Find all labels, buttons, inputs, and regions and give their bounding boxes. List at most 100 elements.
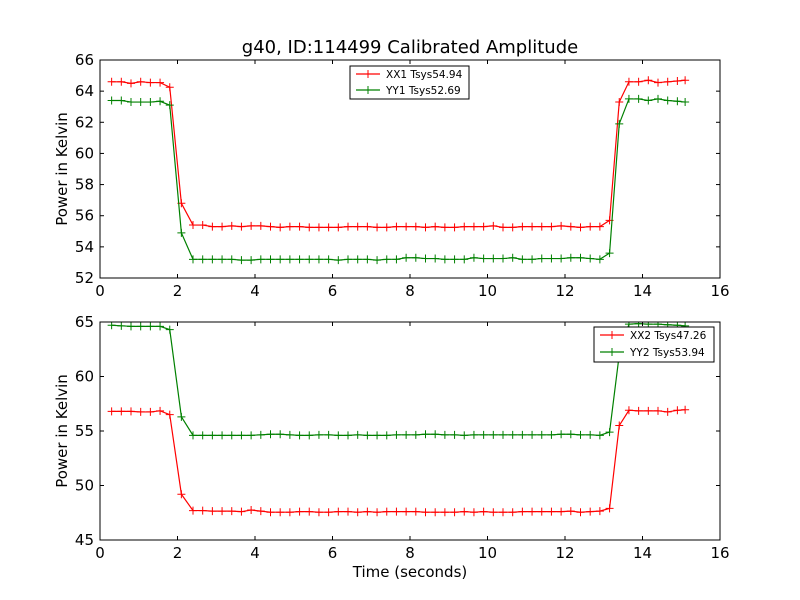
- data-point: [344, 431, 352, 440]
- data-point: [489, 254, 498, 263]
- data-point: [431, 222, 440, 231]
- data-point: [681, 98, 690, 107]
- data-point: [557, 221, 566, 230]
- data-point: [177, 228, 186, 237]
- legend-box-2: [593, 326, 715, 363]
- data-point: [654, 94, 662, 103]
- data-point: [127, 79, 135, 88]
- data-point: [615, 421, 624, 430]
- data-point: [363, 431, 372, 440]
- data-point: [537, 507, 546, 516]
- data-point: [402, 253, 411, 262]
- data-point: [136, 77, 145, 86]
- data-point: [508, 508, 517, 517]
- data-point: [127, 322, 135, 331]
- y-tick-label: 60: [75, 144, 94, 162]
- data-point: [460, 255, 469, 264]
- data-point: [566, 253, 575, 262]
- data-point: [117, 407, 126, 416]
- data-point: [460, 431, 469, 440]
- legend-1: XX1 Tsys54.94 YY1 Tsys52.69: [349, 65, 470, 100]
- data-point: [518, 255, 527, 264]
- ticks-1: 0 2 4 6 8 10 12 14 16 52 54 56 58 60 62 64 66: [75, 51, 730, 300]
- data-point: [156, 322, 165, 331]
- data-point: [489, 221, 498, 230]
- data-point: [218, 431, 227, 440]
- data-point: [373, 508, 382, 517]
- data-point: [208, 255, 217, 264]
- data-point: [663, 77, 672, 86]
- data-point: [402, 507, 411, 516]
- x-tick-label: 4: [250, 282, 260, 300]
- data-point: [266, 255, 275, 264]
- data-point: [334, 256, 343, 265]
- data-point: [107, 96, 116, 105]
- data-point: [479, 222, 488, 231]
- x-tick-label: 8: [405, 544, 415, 562]
- y-tick-label: 58: [75, 176, 94, 194]
- data-point: [547, 430, 556, 439]
- data-point: [499, 430, 507, 439]
- data-point: [314, 508, 323, 517]
- legend-label: YY1 Tsys52.69: [385, 85, 461, 97]
- data-point: [305, 431, 314, 440]
- data-point: [440, 430, 449, 439]
- data-point: [344, 222, 352, 231]
- data-point: [537, 222, 546, 231]
- data-point: [411, 430, 420, 439]
- data-point: [189, 431, 197, 440]
- data-point: [566, 430, 575, 439]
- data-point: [624, 406, 633, 415]
- data-point: [344, 255, 352, 264]
- y-axis-label-2: Power in Kelvin: [53, 374, 71, 488]
- data-point: [177, 490, 186, 499]
- x-tick-label: 8: [405, 282, 415, 300]
- data-point: [146, 407, 155, 416]
- data-point: [605, 249, 614, 258]
- data-point: [266, 430, 275, 439]
- data-point: [285, 255, 294, 264]
- data-point: [673, 77, 682, 86]
- x-tick-label: 0: [95, 544, 105, 562]
- data-point: [334, 507, 343, 516]
- data-point: [392, 507, 401, 516]
- data-point: [136, 98, 145, 107]
- data-point: [508, 223, 517, 232]
- data-point: [634, 406, 643, 415]
- x-tick-label: 14: [633, 282, 652, 300]
- data-point: [557, 430, 566, 439]
- data-point: [276, 223, 285, 232]
- data-point: [353, 508, 362, 517]
- data-point: [165, 325, 174, 334]
- data-point: [276, 430, 285, 439]
- data-point: [247, 431, 256, 440]
- data-point: [208, 507, 217, 516]
- data-point: [117, 77, 126, 86]
- data-point: [227, 255, 236, 264]
- data-point: [218, 507, 227, 516]
- data-point: [537, 430, 546, 439]
- data-point: [634, 94, 643, 103]
- x-tick-label: 4: [250, 544, 260, 562]
- data-point: [285, 430, 294, 439]
- data-point: [237, 507, 246, 516]
- data-point: [440, 223, 449, 232]
- data-point: [237, 431, 246, 440]
- data-point: [440, 508, 449, 517]
- data-point: [382, 507, 391, 516]
- data-point: [469, 253, 478, 262]
- subplot-1: 0 2 4 6 8 10 12 14 16 52 54 56 58 60 62 64 66 Power in K…: [53, 51, 730, 300]
- data-point: [314, 223, 323, 232]
- data-point: [136, 322, 145, 331]
- data-point: [402, 222, 411, 231]
- data-point: [256, 507, 265, 516]
- data-point: [136, 407, 145, 416]
- data-point: [634, 322, 643, 328]
- data-point: [518, 430, 527, 439]
- data-point: [156, 406, 165, 415]
- data-point: [615, 98, 624, 107]
- data-point: [314, 255, 323, 264]
- data-point: [681, 405, 690, 414]
- data-point: [528, 430, 537, 439]
- data-point: [117, 322, 126, 330]
